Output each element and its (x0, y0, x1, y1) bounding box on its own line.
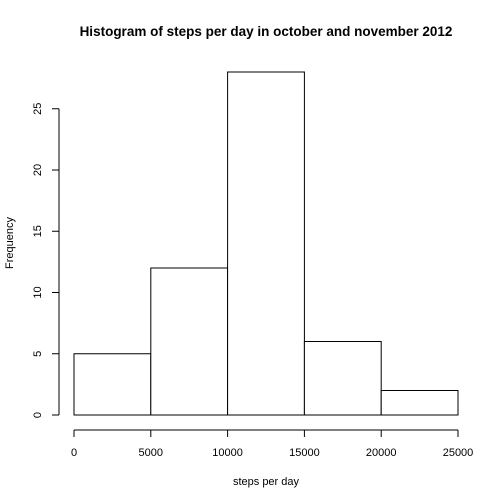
histogram-bar-3 (303, 341, 382, 416)
histogram-bar-0 (73, 353, 152, 416)
x-tick-label-3: 15000 (289, 447, 320, 459)
y-tick-label-3: 15 (32, 225, 44, 237)
x-axis: 0 5000 10000 15000 20000 25000 (71, 429, 474, 459)
x-tick-label-5: 25000 (443, 447, 474, 459)
y-tick-label-0: 0 (32, 412, 44, 418)
histogram-bar-1 (150, 267, 229, 416)
histogram-bar-2 (227, 71, 305, 416)
bars-group (73, 71, 459, 416)
x-tick-label-0: 0 (71, 447, 77, 459)
histogram-bar-4 (380, 390, 459, 416)
x-tick-label-2: 10000 (212, 447, 243, 459)
y-tick-label-1: 5 (32, 351, 44, 357)
y-tick-label-2: 10 (32, 286, 44, 298)
chart-title: Histogram of steps per day in october an… (80, 24, 453, 39)
y-axis: 0 5 10 15 20 25 (32, 103, 60, 418)
x-tick-label-1: 5000 (139, 447, 163, 459)
y-tick-label-5: 25 (32, 103, 44, 115)
y-tick-label-4: 20 (32, 164, 44, 176)
y-axis-label: Frequency (4, 217, 16, 269)
x-axis-label: steps per day (233, 476, 300, 488)
x-tick-label-4: 20000 (366, 447, 397, 459)
